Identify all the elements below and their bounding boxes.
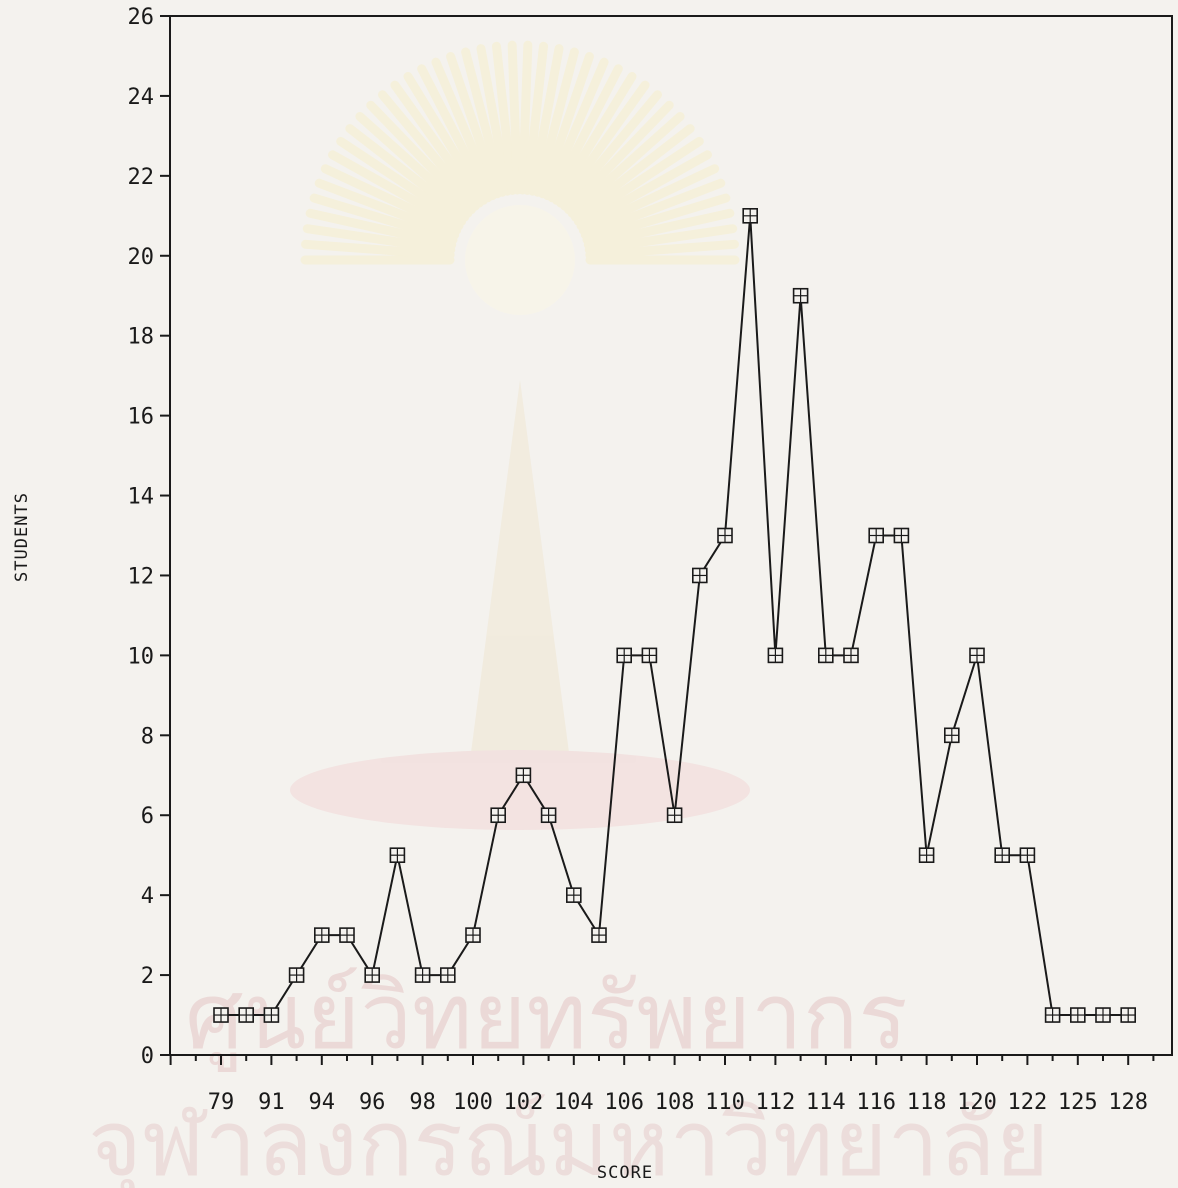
y-tick-label: 16 [128, 405, 155, 430]
data-point [742, 208, 759, 224]
data-point [868, 527, 885, 544]
watermark-seal [290, 40, 750, 830]
data-point [414, 967, 431, 983]
x-tick-label: 110 [705, 1090, 745, 1115]
data-point [339, 927, 355, 943]
x-tick-label: 128 [1108, 1090, 1148, 1115]
data-point [1070, 1007, 1086, 1023]
x-tick-label: 112 [756, 1090, 796, 1115]
x-tick-label: 100 [453, 1090, 493, 1115]
x-axis-title: SCORE [597, 1163, 653, 1183]
y-tick-label: 24 [128, 85, 155, 110]
x-tick-label: 96 [359, 1090, 386, 1115]
data-point [843, 647, 859, 664]
x-tick-label: 94 [309, 1090, 336, 1115]
y-tick-label: 20 [128, 245, 155, 270]
y-tick-label: 22 [128, 165, 155, 190]
x-tick-label: 118 [907, 1090, 947, 1115]
data-point [817, 647, 834, 664]
data-point [465, 927, 481, 943]
data-point [616, 647, 633, 664]
x-tick-label: 120 [957, 1090, 997, 1115]
data-point [717, 527, 733, 544]
data-point [1095, 1007, 1111, 1023]
data-point [364, 967, 381, 983]
data-point [1120, 1007, 1136, 1023]
series-line [221, 215, 1129, 1017]
y-tick-label: 6 [141, 804, 154, 829]
data-point [666, 807, 683, 824]
x-tick-label: 102 [504, 1090, 544, 1115]
data-point [591, 927, 607, 943]
data-point [288, 967, 305, 983]
x-tick-label: 122 [1008, 1090, 1048, 1115]
data-point [515, 767, 532, 784]
data-point [893, 527, 910, 544]
x-tick-label: 108 [655, 1090, 695, 1115]
series-layer [213, 208, 1136, 1023]
data-point [565, 887, 582, 903]
watermark-line-2: จุฬาลงกรณ์มหาวิทยาลัย [88, 1090, 1049, 1188]
data-point [389, 847, 406, 863]
y-tick-label: 10 [128, 644, 155, 669]
data-point [439, 967, 456, 983]
data-point [238, 1007, 254, 1023]
data-point [641, 647, 658, 664]
data-point [263, 1007, 280, 1023]
data-point [994, 847, 1011, 863]
y-tick-label: 18 [128, 325, 155, 350]
x-tick-label: 91 [258, 1090, 285, 1115]
data-point [943, 727, 960, 744]
data-point [1019, 847, 1036, 863]
y-tick-label: 26 [128, 5, 155, 30]
data-point [918, 847, 935, 863]
data-point [767, 647, 784, 664]
watermark-line-1: ศูนย์วิทยทรัพยากร [185, 963, 908, 1072]
x-tick-label: 116 [856, 1090, 896, 1115]
x-tick-label: 114 [806, 1090, 846, 1115]
y-tick-label: 14 [128, 485, 155, 510]
y-tick-label: 12 [128, 564, 155, 589]
x-tick-label: 79 [208, 1090, 235, 1115]
y-tick-label: 8 [141, 724, 154, 749]
y-tick-label: 0 [141, 1044, 154, 1069]
data-point [691, 567, 708, 584]
x-tick-label: 125 [1058, 1090, 1098, 1115]
data-point [969, 647, 985, 664]
x-tick-label: 106 [604, 1090, 644, 1115]
data-point [213, 1007, 229, 1023]
y-tick-label: 2 [141, 964, 154, 989]
data-point [1044, 1007, 1061, 1023]
y-axis-title: STUDENTS [12, 492, 32, 582]
plot-frame [169, 15, 1173, 1056]
data-point [313, 927, 330, 943]
data-point [540, 807, 557, 824]
data-point [792, 287, 809, 304]
data-point [490, 807, 507, 824]
x-tick-label: 104 [554, 1090, 594, 1115]
y-tick-label: 4 [141, 884, 154, 909]
x-tick-label: 98 [409, 1090, 436, 1115]
